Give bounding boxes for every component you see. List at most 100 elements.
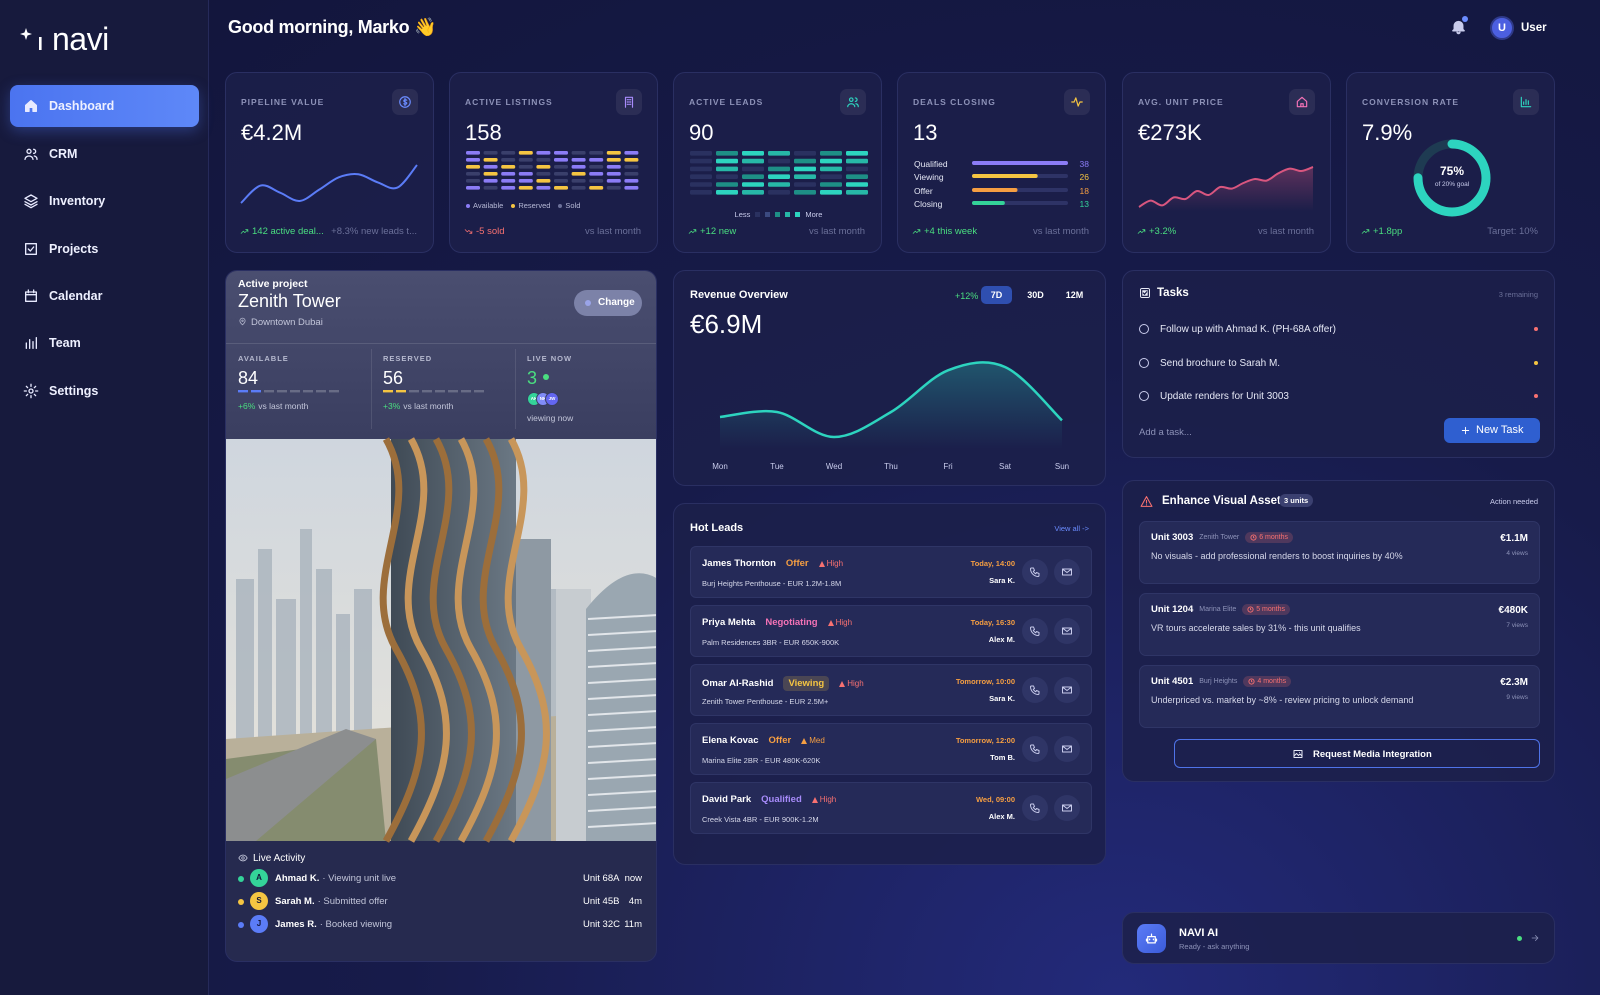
- stage-fill: [972, 174, 1038, 179]
- icon-path: [1361, 229, 1370, 234]
- lead-name: James Thornton: [702, 558, 776, 569]
- heatmap-cell: [768, 190, 790, 195]
- priority-label: High: [819, 795, 837, 804]
- kpi-change: +1.8pp: [1373, 226, 1403, 237]
- asset-heading: Unit 3003 Zenith Tower 6 months: [1151, 532, 1293, 543]
- divider: [371, 349, 372, 429]
- asset-age-label: 6 months: [1259, 534, 1288, 541]
- email-button[interactable]: [1054, 795, 1080, 821]
- range-chip[interactable]: 30D: [1027, 290, 1044, 300]
- listing-cell: [606, 179, 621, 183]
- heatmap-cell: [820, 151, 842, 156]
- heatmap-cell: [742, 151, 764, 156]
- stat-delta: +6% vs last month: [238, 401, 308, 411]
- view-all[interactable]: View all ->: [1054, 524, 1089, 533]
- call-button[interactable]: [1022, 559, 1048, 585]
- listing-cell: [606, 151, 621, 155]
- nav-item[interactable]: Dashboard: [10, 85, 199, 127]
- nav-item[interactable]: Projects: [10, 228, 199, 270]
- icon-path: [912, 229, 921, 234]
- lead-row[interactable]: Omar Al-Rashid Viewing High Zenith Tower Pe…: [690, 664, 1092, 716]
- activity-name: Ahmad K.: [275, 873, 320, 884]
- listing-cell: [571, 158, 586, 162]
- segment: [277, 390, 287, 393]
- legend-item: Available: [466, 201, 503, 210]
- avatar[interactable]: U: [1490, 16, 1514, 40]
- kpi-label: AVG. UNIT PRICE: [1138, 97, 1224, 107]
- call-button[interactable]: [1022, 618, 1048, 644]
- nav-item[interactable]: Calendar: [10, 275, 199, 317]
- nav-item[interactable]: Settings: [10, 370, 199, 412]
- logo-star: [20, 28, 32, 40]
- activity-unit: Unit 32C: [583, 919, 620, 930]
- email-button[interactable]: [1054, 559, 1080, 585]
- listing-cell: [466, 151, 480, 155]
- heatmap-cell: [846, 166, 868, 172]
- scale-swatch: [795, 212, 801, 217]
- kpi-icon: [840, 89, 866, 115]
- segment: [435, 390, 445, 393]
- viewer-avatar: JW: [545, 392, 559, 406]
- icon-path: [25, 337, 37, 349]
- listing-cell: [589, 158, 604, 162]
- asset-item[interactable]: Unit 4501 Burj Heights 4 months Underpriced…: [1139, 665, 1540, 728]
- kpi-icon: [1064, 89, 1090, 115]
- range-chip[interactable]: 7D: [981, 286, 1012, 304]
- trend-icon: [240, 229, 249, 234]
- asset-item[interactable]: Unit 1204 Marina Elite 5 months VR tours ac…: [1139, 593, 1540, 656]
- goal-caption: of 20% goal: [1434, 181, 1470, 188]
- email-button[interactable]: [1054, 677, 1080, 703]
- stat-value: 84: [238, 368, 259, 388]
- nav-item[interactable]: CRM: [10, 133, 199, 175]
- kpi-note: vs last month: [809, 226, 865, 237]
- icon-path: [1062, 804, 1072, 812]
- asset-item[interactable]: Unit 3003 Zenith Tower 6 months No visuals …: [1139, 521, 1540, 584]
- listing-cell: [466, 179, 480, 183]
- nav-item[interactable]: Inventory: [10, 180, 199, 222]
- new-task-button[interactable]: New Task: [1444, 418, 1540, 443]
- change-button[interactable]: Change: [574, 290, 642, 316]
- lead-row[interactable]: Elena Kovac Offer Med Marina Elite 2BR - EU…: [690, 723, 1092, 775]
- kpi-note: vs last month: [1258, 226, 1314, 237]
- ai-subtitle: Ready - ask anything: [1179, 942, 1250, 951]
- stage-name: Closing: [914, 199, 943, 210]
- lead-row[interactable]: James Thornton Offer High Burj Heights Pent…: [690, 546, 1092, 598]
- nav-item[interactable]: Team: [10, 322, 199, 364]
- task-checkbox[interactable]: [1138, 390, 1150, 402]
- range-chip[interactable]: 12M: [1065, 290, 1084, 300]
- heatmap-cell: [846, 190, 868, 195]
- stat-segments: [383, 390, 484, 393]
- email-button[interactable]: [1054, 736, 1080, 762]
- x-tick-label: Thu: [884, 462, 898, 471]
- nav-icon: [25, 243, 37, 255]
- scale-swatch: [785, 212, 791, 217]
- request-media-button[interactable]: Request Media Integration: [1174, 739, 1540, 768]
- notifications[interactable]: [1450, 18, 1467, 35]
- heatmap-cell: [794, 158, 816, 164]
- lead-row[interactable]: Priya Mehta Negotiating High Palm Residence…: [690, 605, 1092, 657]
- heatmap-cell: [820, 158, 842, 164]
- task-input[interactable]: Add a task...: [1139, 427, 1192, 438]
- lead-heatmap: [690, 151, 868, 195]
- lead-row[interactable]: David Park Qualified High Creek Vista 4BR -…: [690, 782, 1092, 834]
- asset-heading: Unit 1204 Marina Elite 5 months: [1151, 604, 1291, 615]
- email-button[interactable]: [1054, 618, 1080, 644]
- task-checkbox[interactable]: [1138, 323, 1150, 335]
- stage-value: 38: [1079, 159, 1089, 169]
- plus-icon: [1461, 426, 1470, 435]
- building-floor: [587, 742, 656, 748]
- call-button[interactable]: [1022, 736, 1048, 762]
- asset-views: 4 views: [1506, 550, 1528, 557]
- lead-status: Negotiating: [765, 617, 818, 628]
- kpi-change: 142 active deal...: [252, 226, 324, 237]
- call-button[interactable]: [1022, 795, 1048, 821]
- stat-value: 56: [383, 368, 404, 388]
- icon-path: [1030, 803, 1040, 813]
- call-button[interactable]: [1022, 677, 1048, 703]
- trend-icon: [1361, 229, 1370, 234]
- task-checkbox[interactable]: [1138, 357, 1150, 369]
- ai-card[interactable]: NAVI AI Ready - ask anything: [1122, 912, 1555, 964]
- stat-label: RESERVED: [383, 354, 433, 363]
- stat-note: vs last month: [258, 401, 309, 411]
